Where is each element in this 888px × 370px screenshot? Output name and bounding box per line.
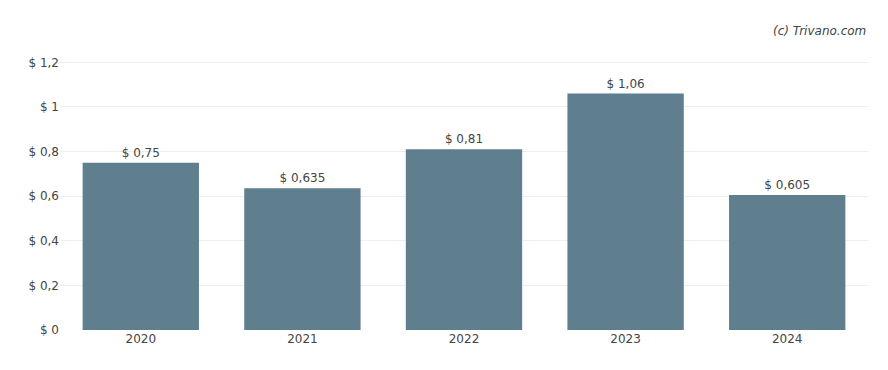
svg-text:$ 0,4: $ 0,4 <box>28 234 59 248</box>
svg-text:$ 0: $ 0 <box>40 323 59 337</box>
svg-text:$ 0,8: $ 0,8 <box>28 145 59 159</box>
svg-text:$ 0,75: $ 0,75 <box>122 146 160 160</box>
svg-text:$ 0,81: $ 0,81 <box>445 132 483 146</box>
svg-text:$ 0,605: $ 0,605 <box>764 178 810 192</box>
svg-text:2023: 2023 <box>610 332 641 346</box>
svg-text:$ 0,6: $ 0,6 <box>28 189 59 203</box>
svg-text:$ 1,06: $ 1,06 <box>607 77 645 91</box>
svg-text:2020: 2020 <box>126 332 157 346</box>
svg-text:2021: 2021 <box>287 332 318 346</box>
svg-text:$ 1: $ 1 <box>40 100 59 114</box>
svg-text:$ 0,635: $ 0,635 <box>279 171 325 185</box>
svg-text:2022: 2022 <box>449 332 480 346</box>
svg-text:$ 1,2: $ 1,2 <box>28 56 59 70</box>
svg-text:(c) Trivano.com: (c) Trivano.com <box>773 24 866 38</box>
svg-text:2024: 2024 <box>772 332 803 346</box>
svg-text:$ 0,2: $ 0,2 <box>28 279 59 293</box>
